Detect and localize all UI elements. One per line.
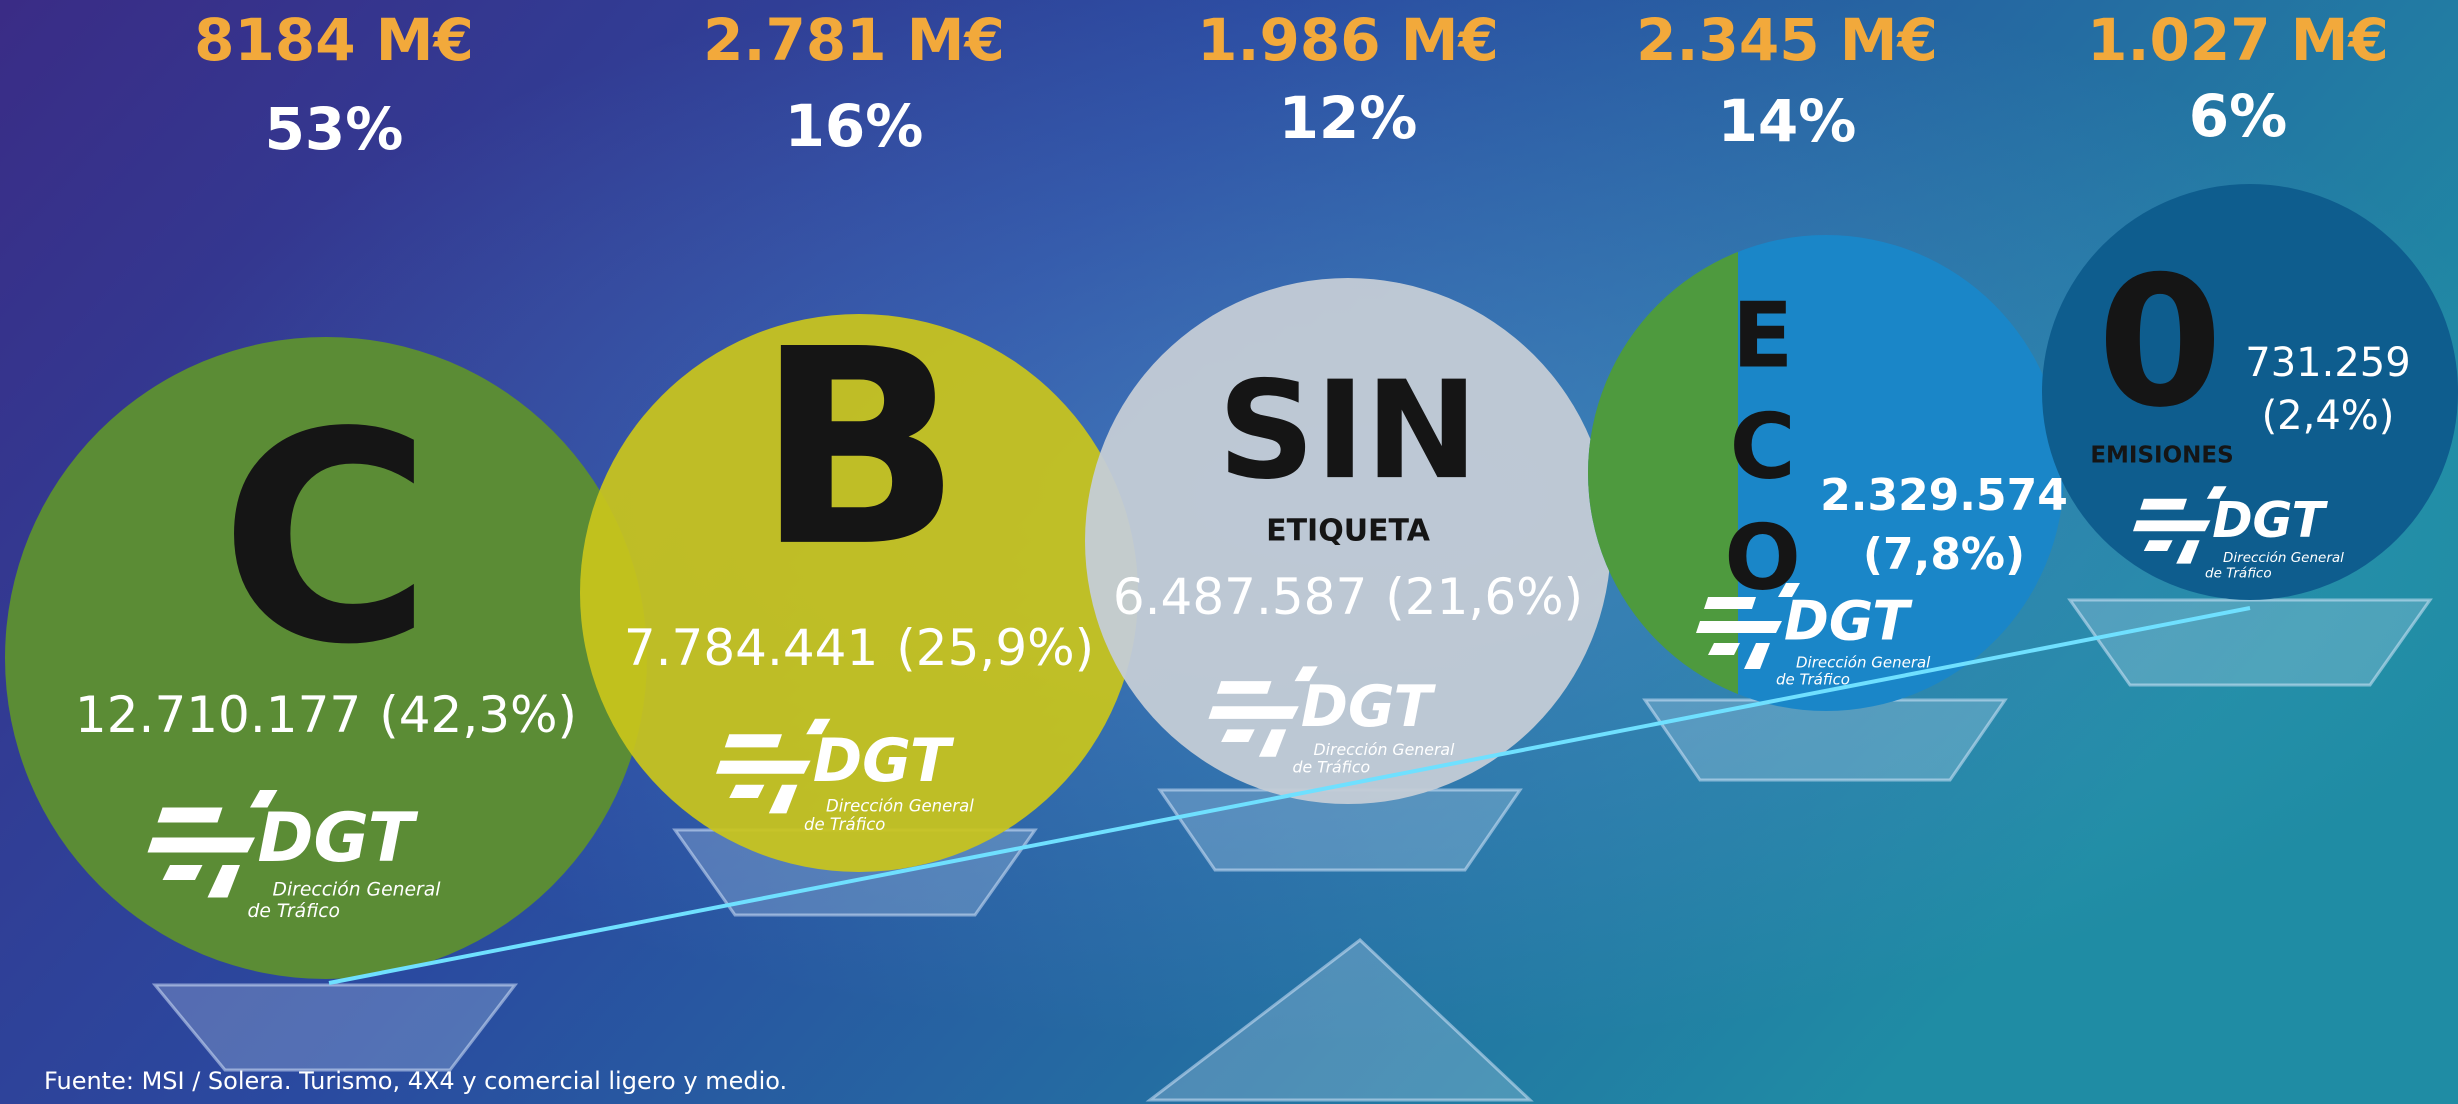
share: 6% <box>2189 82 2287 150</box>
amount: 2.345 M€ <box>1636 6 1938 74</box>
count-share: (25,9%) <box>896 619 1094 677</box>
category-circle <box>580 314 1138 872</box>
dgt-logo-mark <box>716 718 831 814</box>
count: 6.487.587 (21,6%) <box>1113 568 1583 626</box>
amount: 1.986 M€ <box>1197 6 1499 74</box>
dgt-logo-name: DGT <box>2212 493 2328 549</box>
sublabel: EMISIONES <box>2090 443 2233 469</box>
share: 53% <box>265 95 404 163</box>
circles <box>5 184 2458 979</box>
count-share: (7,8%) <box>1863 529 2025 580</box>
label: ECO <box>1710 284 1815 617</box>
dgt-logo-subtitle: de Tráfico <box>804 815 885 834</box>
dgt-logo-name: DGT <box>1784 590 1913 653</box>
amount: 1.027 M€ <box>2087 6 2389 74</box>
dgt-logo-subtitle: Dirección General <box>1314 740 1456 759</box>
labels: 8184 M€53%C12.710.177 (42,3%)DGTDirección… <box>75 6 2411 922</box>
dgt-logo-name: DGT <box>1301 674 1437 740</box>
scale-bowls <box>151 598 2433 1102</box>
count-value: 731.259 <box>2245 340 2410 386</box>
dgt-logo-mark <box>1696 583 1800 669</box>
dgt-logo-subtitle: de Tráfico <box>2205 566 2272 582</box>
dgt-logo-name: DGT <box>813 727 955 796</box>
count: 12.710.177 (42,3%) <box>75 686 577 744</box>
dgt-logo-subtitle: Dirección General <box>2223 550 2344 566</box>
dgt-logo-mark <box>147 790 278 898</box>
count-share: (2,4%) <box>2262 393 2395 439</box>
sublabel: ETIQUETA <box>1266 514 1431 549</box>
amount: 2.781 M€ <box>703 6 1005 74</box>
count-value: 12.710.177 <box>75 686 361 744</box>
count-value: 2.329.574 <box>1820 470 2068 521</box>
count-value: 6.487.587 <box>1113 568 1367 626</box>
category-circle-half <box>1588 251 1738 695</box>
label: SIN <box>1218 352 1478 509</box>
dgt-logo-subtitle: Dirección General <box>826 796 974 815</box>
balance-line <box>328 606 2251 985</box>
label: C <box>220 371 433 708</box>
count-share: (42,3%) <box>379 686 577 744</box>
category-circle <box>2042 184 2458 600</box>
dgt-logo-subtitle: Dirección General <box>273 880 442 901</box>
share: 16% <box>785 92 924 160</box>
dgt-logo-subtitle: Dirección General <box>1796 654 1931 672</box>
share: 12% <box>1279 84 1418 152</box>
label: 0 <box>2097 238 2222 447</box>
label: B <box>756 291 962 606</box>
dgt-logo-mark <box>2133 486 2227 564</box>
count-share: (21,6%) <box>1385 568 1583 626</box>
amount: 8184 M€ <box>194 6 474 74</box>
dgt-logo-subtitle: de Tráfico <box>248 901 341 922</box>
footer: Fuente: MSI / Solera. Turismo, 4X4 y com… <box>44 1067 787 1095</box>
dgt-logo-mark <box>1208 666 1318 757</box>
category-circle <box>1085 278 1611 804</box>
dgt-logo-name: DGT <box>258 798 419 877</box>
dgt-logo-subtitle: de Tráfico <box>1293 758 1371 777</box>
count: 7.784.441 (25,9%) <box>624 619 1094 677</box>
dgt-logo-subtitle: de Tráfico <box>1776 671 1850 689</box>
share: 14% <box>1718 87 1857 155</box>
count-value: 7.784.441 <box>624 619 878 677</box>
